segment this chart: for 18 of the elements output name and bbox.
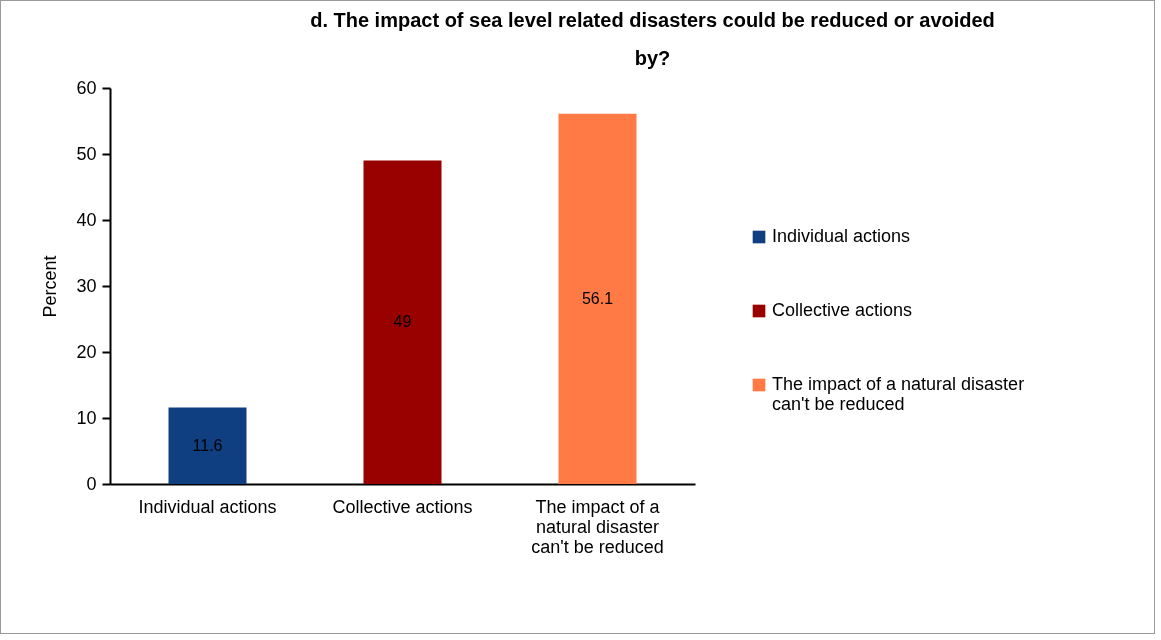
y-tick-label: 30	[76, 275, 97, 296]
data-label: 56.1	[581, 289, 614, 307]
y-tick-label: 40	[76, 209, 97, 230]
chart-title: d. The impact of sea level related disasters could be reduced or avoided by?	[310, 9, 995, 69]
y-tick-label: 20	[76, 341, 97, 362]
y-tick-label: 0	[86, 473, 97, 494]
x-tick-label: Collective actions	[332, 496, 473, 517]
x-tick-label: The impact of a natural disaster can't be reduced	[531, 496, 664, 557]
data-label: 11.6	[192, 436, 223, 454]
y-axis-title: Percent	[40, 255, 61, 318]
y-tick-label: 50	[76, 143, 97, 164]
legend-label: The impact of a natural disaster can't be reduced	[772, 374, 1025, 414]
x-tick-label: Individual actions	[138, 496, 277, 517]
data-label: 49	[393, 313, 412, 331]
y-tick-label: 10	[76, 407, 97, 428]
legend-label: Individual actions	[772, 226, 911, 246]
legend-label: Collective actions	[772, 300, 913, 320]
y-tick-label: 60	[76, 77, 97, 98]
